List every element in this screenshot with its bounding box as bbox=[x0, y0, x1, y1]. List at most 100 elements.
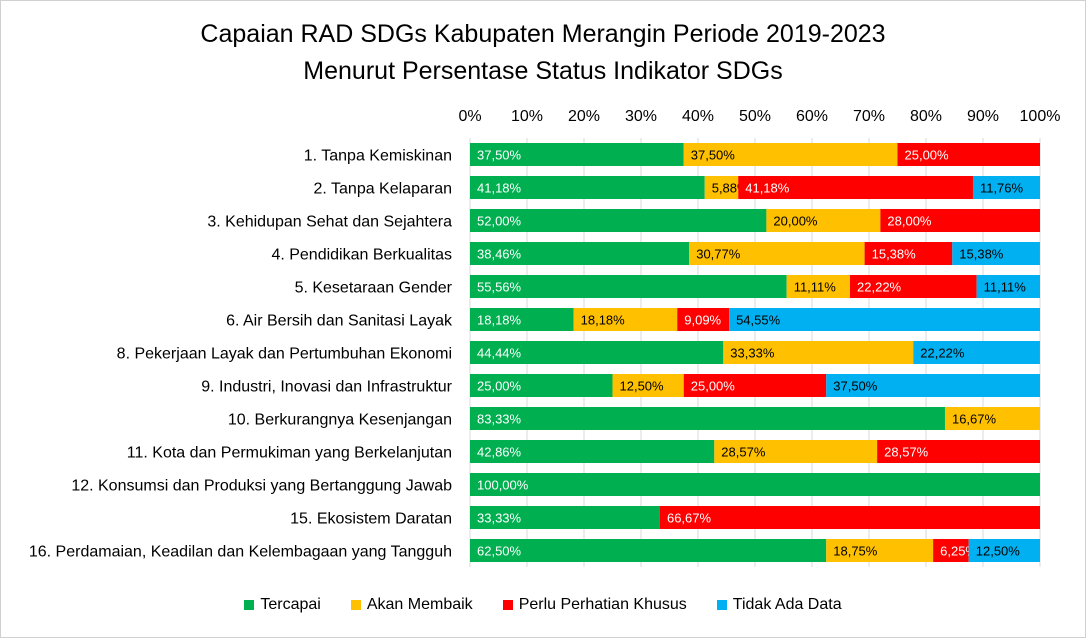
bar-segment bbox=[972, 176, 1040, 199]
bar-segment bbox=[659, 506, 1040, 529]
data-label: 12,50% bbox=[620, 379, 665, 394]
bar-segment bbox=[470, 176, 705, 199]
data-label: 37,50% bbox=[833, 379, 878, 394]
bar-segment bbox=[826, 539, 934, 562]
category-label: 6. Air Bersih dan Sanitasi Layak bbox=[226, 313, 453, 330]
category-label: 16. Perdamaian, Keadilan dan Kelembagaan… bbox=[29, 544, 452, 561]
data-label: 41,18% bbox=[745, 181, 790, 196]
legend-swatch bbox=[244, 600, 255, 610]
bar-segment bbox=[976, 275, 1040, 298]
category-label: 3. Kehidupan Sehat dan Sejahtera bbox=[207, 214, 452, 231]
bar-segment bbox=[864, 242, 953, 265]
bar-segment bbox=[470, 539, 827, 562]
data-label: 28,57% bbox=[884, 445, 929, 460]
data-label: 20,00% bbox=[773, 214, 818, 229]
x-tick-label: 0% bbox=[458, 108, 481, 125]
bar-segment bbox=[612, 374, 684, 397]
x-tick-label: 60% bbox=[796, 108, 828, 125]
data-label: 12,50% bbox=[976, 544, 1021, 559]
bar-segment bbox=[683, 143, 898, 166]
legend-item: Tidak Ada Data bbox=[716, 596, 842, 614]
bar-segment bbox=[689, 242, 865, 265]
bar-segment bbox=[573, 308, 678, 331]
bar-segment bbox=[470, 506, 660, 529]
bar-segment bbox=[786, 275, 851, 298]
bar-segment bbox=[944, 407, 1040, 430]
data-label: 25,00% bbox=[477, 379, 522, 394]
bar-segment bbox=[470, 143, 684, 166]
legend-label: Perlu Perhatian Khusus bbox=[518, 596, 687, 613]
x-tick-label: 50% bbox=[739, 108, 771, 125]
legend-item: Tercapai bbox=[244, 596, 321, 614]
x-tick-label: 40% bbox=[682, 108, 714, 125]
bar-segment bbox=[470, 440, 715, 463]
bar-segment bbox=[850, 275, 977, 298]
data-label: 55,56% bbox=[477, 280, 522, 295]
bar-segment bbox=[826, 374, 1040, 397]
bar-segment bbox=[968, 539, 1040, 562]
legend-item: Akan Membaik bbox=[350, 596, 473, 614]
data-label: 15,38% bbox=[872, 247, 917, 262]
data-label: 18,18% bbox=[477, 313, 522, 328]
category-label: 9. Industri, Inovasi dan Infrastruktur bbox=[201, 379, 452, 396]
bar-segment bbox=[714, 440, 878, 463]
data-label: 38,46% bbox=[477, 247, 522, 262]
bar-segment bbox=[470, 374, 613, 397]
x-tick-label: 30% bbox=[625, 108, 657, 125]
bar-segment bbox=[952, 242, 1040, 265]
bar-segment bbox=[470, 209, 767, 232]
legend-label: Tercapai bbox=[260, 596, 321, 613]
legend-label: Tidak Ada Data bbox=[732, 596, 842, 613]
bar-segment bbox=[704, 176, 739, 199]
data-label: 30,77% bbox=[696, 247, 741, 262]
data-label: 11,76% bbox=[980, 181, 1024, 196]
bar-segment bbox=[470, 242, 690, 265]
bar-segment bbox=[683, 374, 827, 397]
category-label: 4. Pendidikan Berkualitas bbox=[271, 247, 452, 264]
data-label: 66,67% bbox=[667, 511, 712, 526]
bar-segment bbox=[880, 209, 1040, 232]
data-label: 22,22% bbox=[857, 280, 902, 295]
chart-subtitle: Menurut Persentase Status Indikator SDGs bbox=[303, 57, 783, 85]
data-label: 11,11% bbox=[984, 280, 1027, 295]
data-label: 41,18% bbox=[477, 181, 522, 196]
category-label: 12. Konsumsi dan Produksi yang Bertanggu… bbox=[71, 478, 452, 495]
bar-segment bbox=[470, 341, 724, 364]
data-label: 22,22% bbox=[920, 346, 965, 361]
data-label: 62,50% bbox=[477, 544, 522, 559]
bar-segment bbox=[913, 341, 1040, 364]
data-label: 44,44% bbox=[477, 346, 522, 361]
data-label: 9,09% bbox=[684, 313, 721, 328]
data-label: 25,00% bbox=[691, 379, 736, 394]
bar-segment bbox=[897, 143, 1040, 166]
category-label: 11. Kota dan Permukiman yang Berkelanjut… bbox=[127, 445, 452, 462]
x-tick-label: 100% bbox=[1020, 108, 1061, 125]
legend-swatch bbox=[350, 600, 361, 610]
data-label: 18,18% bbox=[581, 313, 626, 328]
data-label: 52,00% bbox=[477, 214, 522, 229]
x-tick-label: 70% bbox=[853, 108, 885, 125]
x-tick-label: 90% bbox=[967, 108, 999, 125]
bar-segment bbox=[766, 209, 881, 232]
data-label: 11,11% bbox=[794, 280, 837, 295]
data-label: 37,50% bbox=[691, 148, 736, 163]
category-label: 1. Tanpa Kemiskinan bbox=[304, 148, 452, 165]
data-label: 54,55% bbox=[736, 313, 781, 328]
x-tick-label: 20% bbox=[568, 108, 600, 125]
bar-segment bbox=[470, 308, 574, 331]
bar-segment bbox=[677, 308, 730, 331]
category-label: 5. Kesetaraan Gender bbox=[295, 280, 453, 297]
legend-item: Perlu Perhatian Khusus bbox=[502, 596, 687, 614]
data-label: 15,38% bbox=[959, 247, 1004, 262]
data-label: 16,67% bbox=[952, 412, 997, 427]
data-label: 37,50% bbox=[477, 148, 522, 163]
legend-swatch bbox=[502, 600, 513, 610]
data-label: 100,00% bbox=[477, 478, 529, 493]
bar-segment bbox=[933, 539, 969, 562]
chart-legend: Tercapai Akan Membaik Perlu Perhatian Khus… bbox=[0, 596, 1086, 614]
bar-segment bbox=[470, 473, 1040, 496]
data-label: 33,33% bbox=[477, 511, 522, 526]
chart-title: Capaian RAD SDGs Kabupaten Merangin Peri… bbox=[200, 20, 886, 48]
data-label: 33,33% bbox=[730, 346, 775, 361]
